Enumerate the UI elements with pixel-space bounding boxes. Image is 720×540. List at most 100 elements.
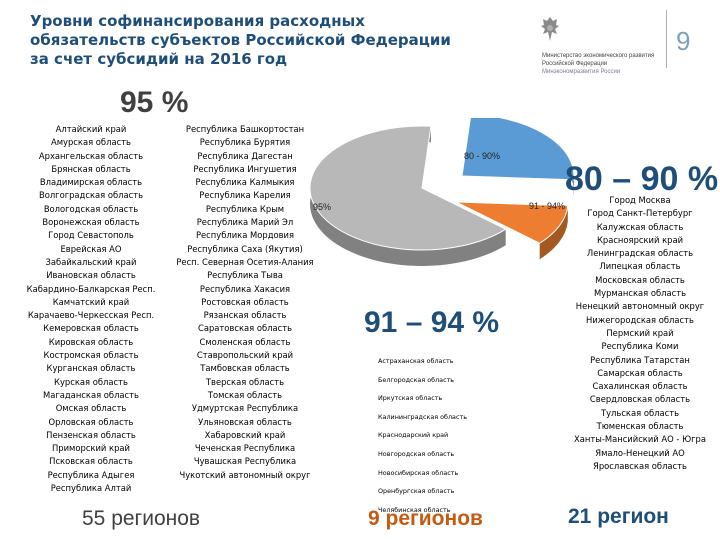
region-item: Карачаево-Черкесская Респ. <box>27 310 155 321</box>
region-item: Магаданская область <box>43 389 139 400</box>
region-item: Ямало-Ненецкий АО <box>595 447 685 458</box>
page-number: 9 <box>676 26 691 56</box>
region-item: Ульяновская область <box>198 416 292 427</box>
region-item: Ставропольский край <box>196 350 294 361</box>
region-item: Курганская область <box>46 363 136 374</box>
region-item: Тамбовская область <box>200 363 290 374</box>
region-item: Тверская область <box>205 376 285 387</box>
region-item: Астраханская область <box>378 357 454 365</box>
region-item: Архангельская область <box>38 150 144 161</box>
group-80-90-list: Город Москва Город Санкт-Петербург Калужск… <box>560 194 720 473</box>
region-item: Кемеровская область <box>43 323 139 334</box>
region-item: Костромская область <box>43 350 139 361</box>
region-item: Камчатский край <box>52 296 130 307</box>
region-item: Респ. Северная Осетия-Алания <box>176 256 314 267</box>
header-divider <box>666 10 667 68</box>
group-80-90-heading: 80 – 90 % <box>565 160 719 198</box>
region-item: Республика Калмыкия <box>195 177 295 188</box>
region-item: Калужская область <box>596 221 684 232</box>
region-item: Псковская область <box>49 456 133 467</box>
region-item: Республика Дагестан <box>197 150 293 161</box>
pie-slice-80-90 <box>461 118 575 181</box>
region-item: Алтайский край <box>55 124 127 134</box>
region-item: Сахалинская область <box>592 381 688 392</box>
region-item: Челябинская область <box>378 505 451 514</box>
region-item: Республика Хакасия <box>199 283 291 294</box>
region-item: Республика Карелия <box>199 190 291 201</box>
region-item: Брянская область <box>51 163 131 174</box>
region-item: Смоленская область <box>199 336 291 347</box>
double-headed-eagle-icon <box>541 17 559 41</box>
group-95-list-col2: Республика Башкортостан Республика Буряти… <box>168 123 322 482</box>
region-item: Курская область <box>54 376 128 387</box>
page-title: Уровни софинансирования расходных обязат… <box>30 12 510 69</box>
region-item: Краснодарский край <box>378 431 449 440</box>
region-item: Приморский край <box>52 443 130 454</box>
region-item: Саратовская область <box>197 323 293 334</box>
region-item: Ярославская область <box>593 460 687 471</box>
ministry-logo: Министерство экономического развития Рос… <box>538 12 668 75</box>
region-item: Город Севастополь <box>48 230 134 241</box>
pie-chart <box>309 118 575 266</box>
group-91-94-count: 9 регионов <box>368 507 483 530</box>
region-item: Орловская область <box>48 416 134 427</box>
region-item: Ненецкий автономный округ <box>575 301 705 312</box>
region-item: Омская область <box>55 403 127 414</box>
region-item: Кабардино-Балкарская Респ. <box>26 283 156 294</box>
region-item: Республика Коми <box>601 341 679 352</box>
group-80-90-count: 21 регион <box>568 505 669 528</box>
region-item: Республика Ингушетия <box>193 163 297 174</box>
region-item: Волгоградская область <box>38 190 144 201</box>
region-item: Свердловская область <box>589 394 691 405</box>
region-item: Нижегородская область <box>586 314 694 325</box>
region-item: Республика Адыгея <box>47 469 135 480</box>
logo-line: Министерство экономического развития <box>542 53 655 59</box>
group-91-94-list: Астраханская область Белгородская область… <box>378 352 528 519</box>
logo-line: Российской Федерации <box>542 61 608 67</box>
pie-slice-95 <box>309 125 507 251</box>
region-item: Республика Тыва <box>207 270 283 281</box>
region-item: Республика Мордовия <box>195 230 295 241</box>
region-item: Иркутская область <box>378 394 443 403</box>
region-item: Ленинградская область <box>586 248 694 259</box>
region-item: Удмуртская Республика <box>191 403 299 414</box>
region-item: Чукотский автономный округ <box>179 469 311 480</box>
region-item: Новгородская область <box>378 449 455 458</box>
region-item: Белгородская область <box>378 375 455 384</box>
title-line: обязательств субъектов Российской Федера… <box>30 31 451 49</box>
region-item: Калининградская область <box>378 412 467 421</box>
logo-text: Министерство экономического развития Рос… <box>542 52 670 76</box>
title-line: за счет субсидий на 2016 год <box>30 50 288 68</box>
region-item: Пермский край <box>606 327 674 338</box>
logo-line: Минэкономразвития России <box>542 69 621 75</box>
region-item: Пензенская область <box>46 429 136 440</box>
pie-label-95: 95% <box>313 202 332 212</box>
region-item: Рязанская область <box>203 310 287 321</box>
group-95-heading: 95 % <box>120 86 189 119</box>
group-95-list-col1: Алтайский край Амурская область Архангельс… <box>6 123 176 495</box>
region-item: Ростовская область <box>201 296 289 307</box>
region-item: Воронежская область <box>42 217 140 228</box>
group-91-94-heading: 91 – 94 % <box>364 306 500 339</box>
pie-label-91-94: 91 - 94% <box>529 201 566 211</box>
region-item: Новосибирская область <box>378 468 459 477</box>
region-item: Республика Татарстан <box>590 354 690 365</box>
title-line: Уровни софинансирования расходных <box>30 12 365 30</box>
region-item: Республика Марий Эл <box>196 217 294 228</box>
pie-slice-91-94 <box>455 201 569 244</box>
region-item: Амурская область <box>50 137 131 148</box>
region-item: Республика Крым <box>205 203 285 214</box>
region-item: Самарская область <box>597 367 683 378</box>
region-item: Хабаровский край <box>204 429 286 440</box>
pie-label-80-90: 80 - 90% <box>464 151 501 161</box>
region-item: Ивановская область <box>46 270 136 281</box>
region-item: Московская область <box>595 274 685 285</box>
region-item: Республика Башкортостан <box>185 124 305 134</box>
region-item: Еврейская АО <box>60 243 122 254</box>
region-item: Город Москва <box>609 195 671 205</box>
region-item: Владимирская область <box>39 177 143 188</box>
region-item: Республика Бурятия <box>199 137 291 148</box>
region-item: Красноярский край <box>596 234 684 245</box>
region-item: Тюменская область <box>596 421 684 432</box>
